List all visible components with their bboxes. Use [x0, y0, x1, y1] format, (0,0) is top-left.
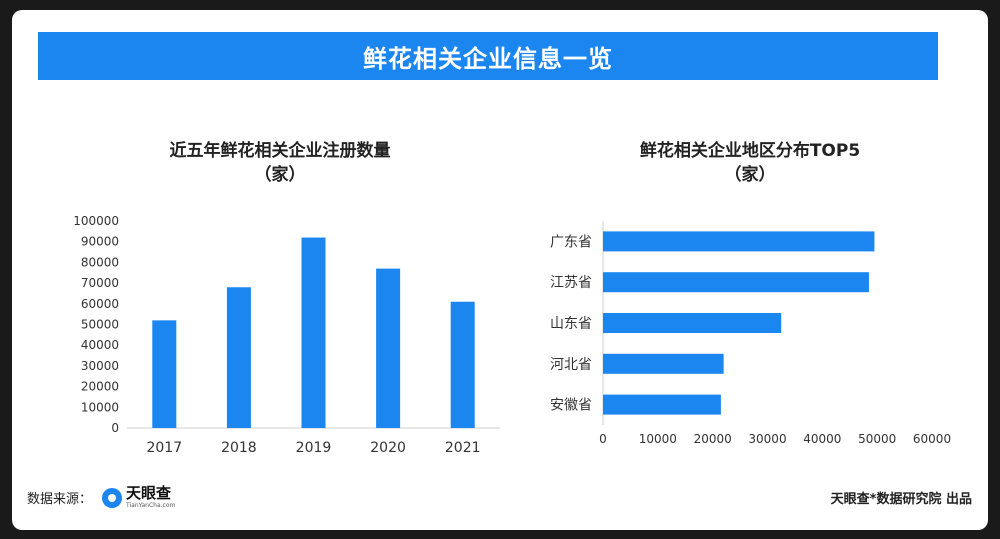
bar	[152, 320, 177, 428]
bar	[450, 301, 475, 428]
logo-icon	[102, 487, 123, 508]
logo-url: TianYanCha.com	[126, 502, 176, 509]
y-tick-label: 10000	[81, 400, 119, 414]
y-tick-label: 60000	[81, 297, 119, 311]
logo-name: 天眼查	[126, 484, 172, 502]
bar	[226, 287, 251, 428]
right-chart-title-line2: （家）	[724, 165, 776, 185]
tianyancha-logo: 天眼查 TianYanCha.com	[102, 486, 175, 509]
footer-source: 数据来源： 天眼查 TianYanCha.com	[27, 486, 175, 509]
right-chart-title: 鲜花相关企业地区分布TOP5 （家）	[580, 139, 920, 187]
y-tick-label: 70000	[81, 276, 119, 290]
banner-title: 鲜花相关企业信息一览	[363, 44, 613, 73]
y-tick-label: 90000	[81, 235, 119, 249]
right-chart-title-line1: 鲜花相关企业地区分布TOP5	[639, 141, 861, 161]
x-tick-label: 2019	[296, 440, 332, 456]
left-chart-title: 近五年鲜花相关企业注册数量 （家）	[110, 139, 450, 187]
y-tick-label: 20000	[81, 380, 119, 394]
source-label: 数据来源：	[27, 492, 93, 507]
y-tick-label: 100000	[73, 214, 119, 228]
y-tick-label: 40000	[81, 338, 119, 352]
y-tick-label: 50000	[81, 318, 119, 332]
y-tick-label: 80000	[81, 255, 119, 269]
bar	[301, 237, 326, 428]
y-tick-label: 0	[111, 421, 119, 435]
x-tick-label: 2020	[370, 440, 406, 456]
x-tick-label: 2018	[221, 440, 257, 456]
x-tick-label: 2021	[445, 440, 481, 456]
left-chart-title-line1: 近五年鲜花相关企业注册数量	[169, 141, 391, 161]
x-tick-label: 2017	[146, 440, 182, 456]
y-tick-label: 30000	[81, 359, 119, 373]
footer-credit: 天眼查*数据研究院 出品	[830, 492, 972, 507]
card	[12, 10, 988, 530]
bar	[376, 268, 401, 428]
page-banner: 鲜花相关企业信息一览	[38, 32, 938, 80]
left-chart-title-line2: （家）	[254, 165, 306, 185]
